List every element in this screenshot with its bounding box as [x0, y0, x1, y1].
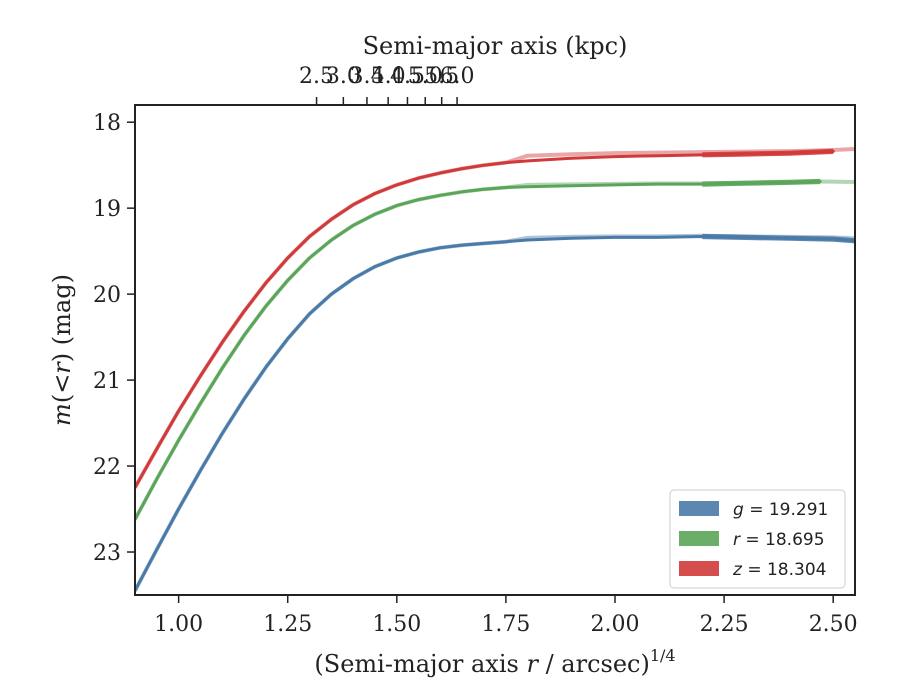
series-model-r	[135, 179, 855, 521]
x-tick-label: 1.25	[263, 612, 312, 637]
x-tick-label: 2.25	[700, 612, 749, 637]
x2-tick-label: 3.0	[326, 64, 361, 89]
x2-tick-label: 4.5	[390, 64, 425, 89]
legend-entry-z: z = 18.304	[679, 560, 826, 580]
legend-value-z: = 18.304	[747, 560, 826, 580]
curves-clip-group	[135, 146, 855, 593]
series-line-r	[135, 180, 822, 521]
legend-label-r: r = 18.695	[733, 530, 825, 550]
y-tick-label: 19	[93, 197, 121, 222]
series-band-g	[702, 233, 855, 244]
legend-value-r: = 18.695	[745, 530, 824, 550]
legend-entry-r: r = 18.695	[679, 530, 825, 550]
x-axis-title: (Semi-major axis r / arcsec)1/4	[314, 646, 675, 678]
y-tick-label: 23	[93, 541, 121, 566]
y-axis-title-mid: (<	[48, 374, 76, 403]
legend-swatch-r	[679, 531, 719, 546]
y-tick-label: 20	[93, 283, 121, 308]
x-tick-label: 1.50	[372, 612, 421, 637]
x-axis-title-prefix: (Semi-major axis	[314, 650, 526, 678]
y-axis-title-var2: r	[48, 361, 76, 374]
x-tick-label: 1.75	[481, 612, 530, 637]
x2-tick-label: 6.0	[440, 64, 475, 89]
x-axis-title-var: r	[526, 650, 539, 678]
x2-tick-label: 5.5	[424, 64, 459, 89]
legend-value-g: = 19.291	[749, 500, 828, 520]
legend-label-z: z = 18.304	[732, 560, 826, 580]
y-tick-label: 18	[93, 111, 121, 136]
plot-frame	[134, 104, 856, 596]
legend-var-g: g	[733, 500, 744, 520]
legend-var-z: z	[732, 560, 743, 580]
legend-swatch-g	[679, 501, 719, 516]
y-axis-title-suffix: ) (mag)	[48, 274, 76, 362]
y-tick-label: 22	[93, 455, 121, 480]
x2-axis-ticks: 2.53.03.54.04.55.05.56.0	[299, 64, 475, 105]
legend-entry-g: g = 19.291	[679, 500, 828, 520]
x-tick-label: 2.50	[809, 612, 858, 637]
x2-tick-label: 4.0	[371, 64, 406, 89]
x2-tick-label: 3.5	[349, 64, 384, 89]
series-line-g	[135, 235, 855, 593]
series-model-z	[135, 146, 855, 489]
y-axis-title-var1: m	[48, 403, 76, 426]
x-axis-title-suffix: / arcsec)	[538, 650, 650, 678]
x2-axis-title: Semi-major axis (kpc)	[363, 32, 628, 60]
series-band-r	[702, 178, 821, 187]
x-axis-ticks: 1.00 1.25 1.50 1.75 2.00 2.25 2.50	[154, 595, 858, 637]
curves-layer	[135, 146, 855, 593]
legend-label-g: g = 19.291	[733, 500, 828, 520]
x2-tick-label: 5.0	[408, 64, 443, 89]
series-line-z	[135, 149, 835, 489]
y-tick-label: 21	[93, 369, 121, 394]
x-tick-label: 2.00	[591, 612, 640, 637]
x-tick-label: 1.00	[154, 612, 203, 637]
series-band-z	[702, 148, 834, 158]
legend-var-r: r	[733, 530, 741, 550]
legend-swatch-z	[679, 561, 719, 576]
x-axis-title-sup: 1/4	[650, 646, 676, 665]
legend: g = 19.291 r = 18.695 z = 18.304	[669, 489, 846, 589]
x2-tick-label: 2.5	[299, 64, 334, 89]
y-axis-ticks: 18 19 20 21 22 23	[93, 111, 135, 566]
y-axis-title: m(<r) (mag)	[48, 274, 76, 426]
